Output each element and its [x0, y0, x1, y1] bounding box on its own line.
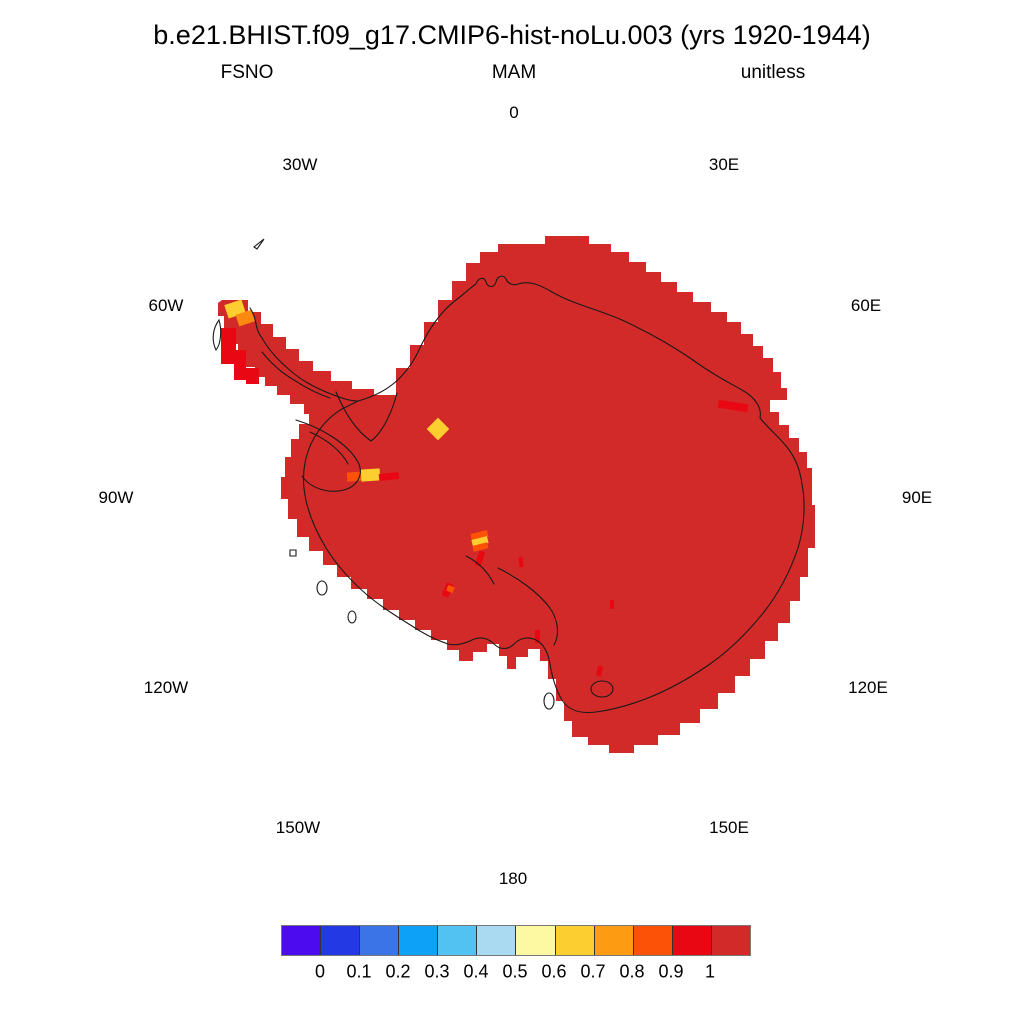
colorbar-cell-3: [398, 926, 438, 955]
peninsula-tip-orange: [235, 309, 256, 327]
islet-2: [347, 610, 357, 624]
peninsula-red-1: [221, 328, 236, 364]
colorbar-tick-1: 1: [704, 961, 716, 982]
peninsula-coastline: [249, 307, 359, 402]
lon-label-60W: 60W: [148, 296, 184, 315]
units-label: unitless: [740, 62, 806, 83]
coastline-contours: [212, 238, 805, 714]
lon-label-0: 0: [509, 103, 519, 122]
lon-label-150W: 150W: [275, 818, 321, 837]
peninsula-red-3: [246, 368, 259, 384]
filchner-contour: [335, 391, 398, 442]
mark-orange-small: [446, 584, 455, 594]
east-red-streak: [717, 399, 749, 413]
colorbar-tick-0: 0: [314, 961, 326, 982]
tick-red-4: [610, 600, 614, 609]
west-antarctica-hook: [295, 419, 361, 492]
lon-label-90E: 90E: [901, 488, 933, 507]
tick-red-2: [596, 665, 603, 677]
lon-label-120W: 120W: [143, 678, 189, 697]
lon-label-90W: 90W: [98, 488, 134, 507]
colorbar-tick-0.2: 0.2: [385, 961, 411, 982]
west-antarctica-inner: [309, 431, 349, 465]
anomaly-cells: [221, 299, 749, 677]
tick-red-1: [535, 630, 540, 643]
spot-gold-mid: [471, 536, 489, 547]
colorbar-cell-0: [282, 926, 321, 955]
spot-orange-bottom: [472, 542, 489, 552]
colorbar-cell-11: [710, 926, 750, 955]
small-island-outline: [289, 549, 297, 557]
lon-label-150E: 150E: [709, 818, 749, 837]
interior-gold-diamond: [426, 417, 450, 441]
colorbar-cell-7: [554, 926, 594, 955]
colorbar-tick-0.8: 0.8: [619, 961, 645, 982]
ross-shelf-inner: [465, 555, 495, 585]
lon-label-30E: 30E: [708, 155, 740, 174]
colorbar-tick-0.7: 0.7: [580, 961, 606, 982]
colorbar-tick-0.5: 0.5: [502, 961, 528, 982]
streak-gold-center: [360, 468, 381, 482]
antarctica-landmask: [218, 236, 815, 753]
colorbar-cell-4: [437, 926, 477, 955]
colorbar-cell-8: [593, 926, 633, 955]
colorbar-tick-0.3: 0.3: [424, 961, 450, 982]
main-coastline: [302, 275, 805, 714]
tick-red-3: [518, 556, 524, 568]
plot-title: b.e21.BHIST.f09_g17.CMIP6-hist-noLu.003 …: [153, 20, 871, 50]
variable-label: FSNO: [220, 62, 274, 83]
colorbar-tick-0.1: 0.1: [346, 961, 372, 982]
peninsula-red-2: [234, 350, 246, 380]
alexander-island-outline: [212, 318, 222, 351]
peninsula-inner-contour: [261, 351, 331, 399]
lon-label-180: 180: [498, 869, 528, 888]
season-label: MAM: [491, 62, 537, 83]
islet-1: [316, 580, 328, 596]
colorbar-cell-2: [359, 926, 399, 955]
spot-red-tail: [474, 550, 486, 567]
lon-label-120E: 120E: [848, 678, 888, 697]
streak-red-right: [378, 471, 400, 482]
colorbar-cell-1: [320, 926, 360, 955]
orkney-island-glyph: [253, 238, 265, 250]
colorbar-tick-0.4: 0.4: [463, 961, 489, 982]
ice-rise-2: [543, 692, 555, 710]
colorbar-tick-0.9: 0.9: [658, 961, 684, 982]
ice-rise-1: [590, 680, 614, 698]
colorbar-cell-5: [476, 926, 516, 955]
colorbar-cell-10: [671, 926, 711, 955]
lon-label-60E: 60E: [850, 296, 882, 315]
colorbar-cell-9: [632, 926, 672, 955]
ross-shelf-contour: [497, 567, 559, 646]
spot-orange-top: [470, 530, 489, 541]
colorbar: [281, 925, 751, 956]
colorbar-cell-6: [515, 926, 555, 955]
lon-label-30W: 30W: [282, 155, 318, 174]
colorbar-tick-0.6: 0.6: [541, 961, 567, 982]
